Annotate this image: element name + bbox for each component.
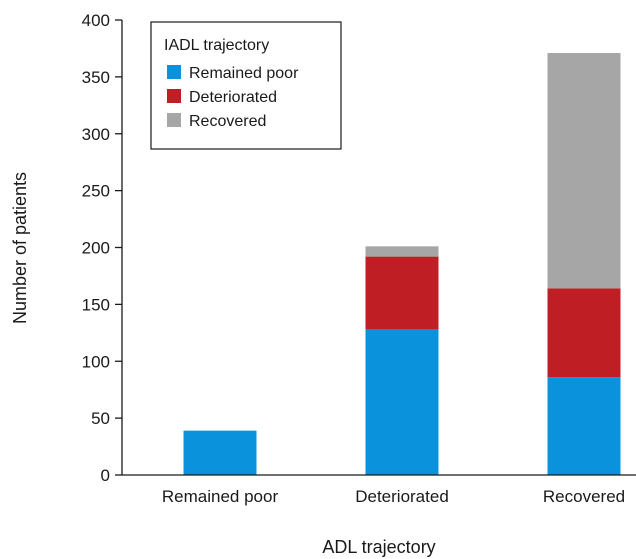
legend-swatch [167,65,181,79]
bar-segment [547,377,621,475]
y-tick-label: 50 [91,409,110,428]
legend-label: Deteriorated [189,89,277,106]
bar-segment [365,256,439,330]
x-tick-label: Recovered [543,487,625,506]
y-axis-title: Number of patients [10,172,30,324]
y-tick-label: 400 [82,11,110,30]
legend-box [150,21,342,150]
bar-segment [183,430,257,475]
bars-layer [183,52,621,475]
y-tick-label: 100 [82,352,110,371]
legend-title: IADL trajectory [164,37,269,54]
legend: IADL trajectory Remained poor Deteriorate… [150,21,342,150]
legend-swatch [167,113,181,127]
legend-swatch [167,89,181,103]
y-tick-label: 200 [82,239,110,258]
y-tick-label: 300 [82,125,110,144]
legend-label: Remained poor [189,65,299,82]
x-tick-label: Deteriorated [355,487,449,506]
bar-segment [365,329,439,475]
axes-layer: 0 50 100 150 200 250 300 350 400 Remained poor Det… [82,11,636,506]
x-tick-label: Remained poor [162,487,279,506]
legend-label: Recovered [189,113,266,130]
y-tick-label: 250 [82,182,110,201]
bar-segment [365,246,439,257]
y-tick-label: 0 [101,466,110,485]
bar-segment [547,52,621,289]
y-tick-label: 350 [82,68,110,87]
y-tick-label: 150 [82,295,110,314]
x-axis-title: ADL trajectory [322,537,435,557]
bar-segment [547,288,621,378]
